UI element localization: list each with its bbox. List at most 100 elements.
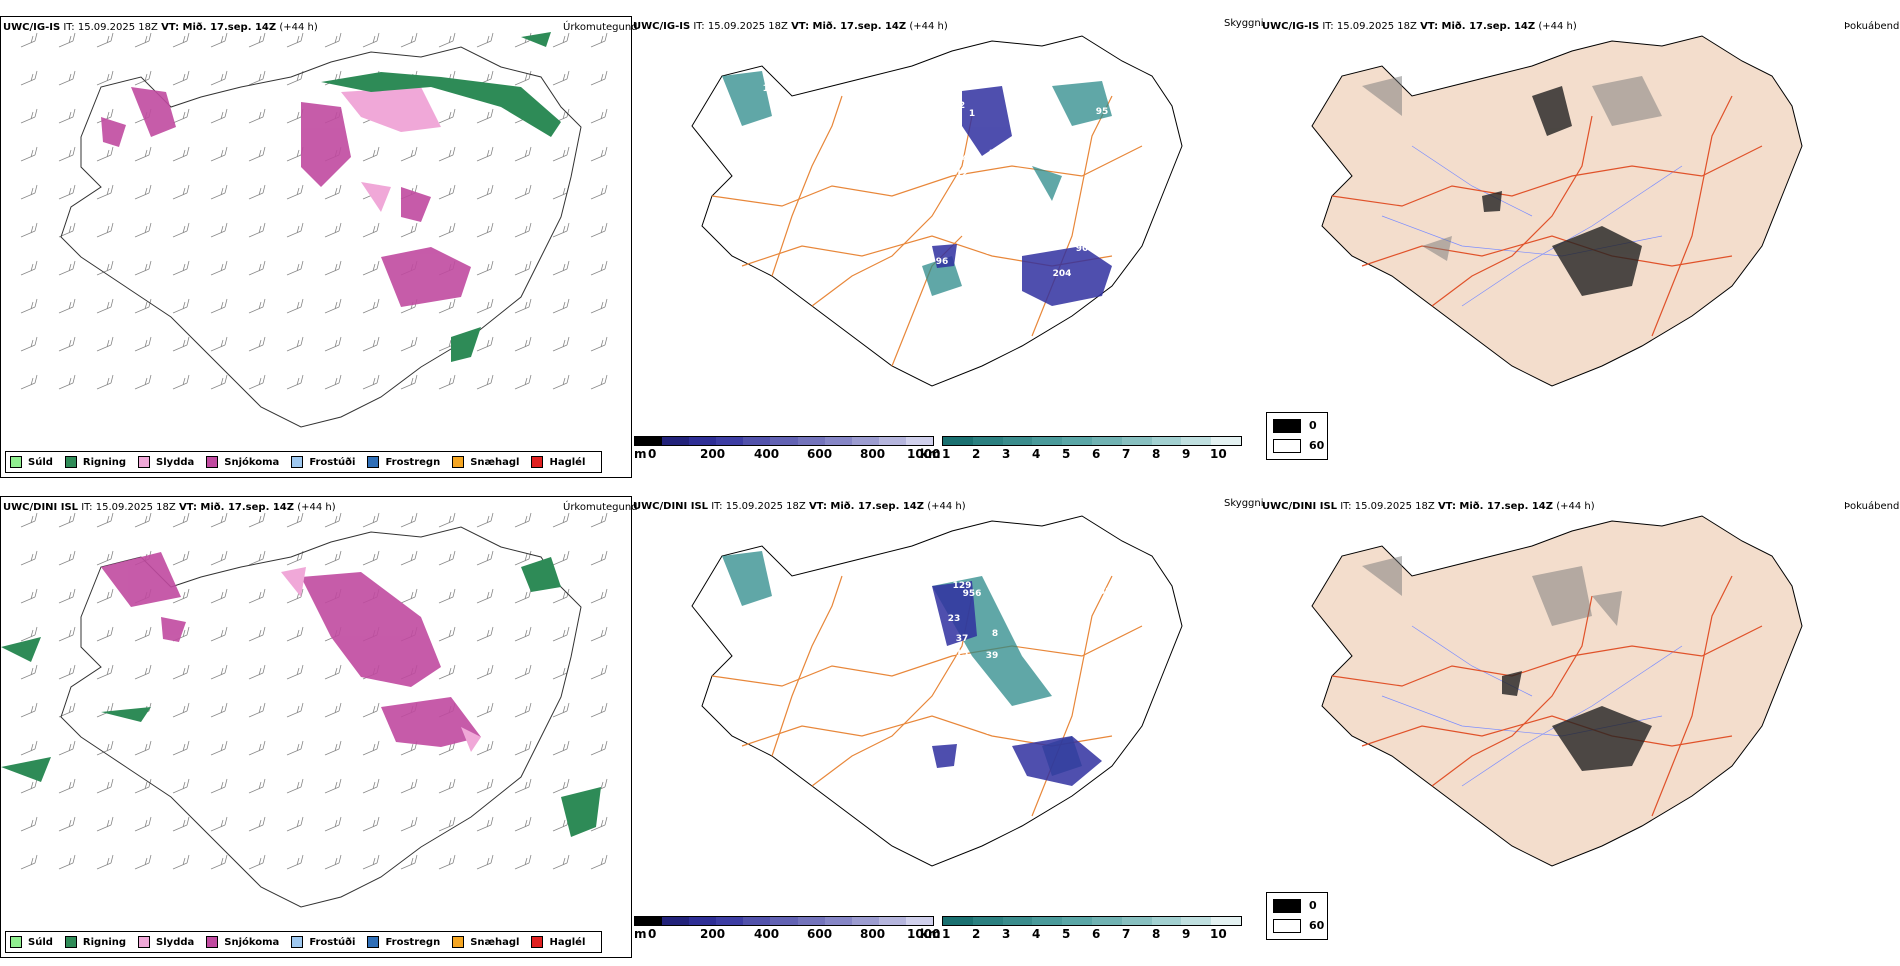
wind-barb [286, 664, 304, 680]
visibility-label: 14 [956, 154, 969, 164]
wind-barb [248, 854, 266, 870]
wind-barb [248, 588, 266, 604]
wind-barb [400, 222, 418, 238]
precip-map [1, 512, 608, 908]
wind-barb [552, 374, 570, 390]
visibility-label: 70 [936, 737, 949, 747]
wind-barb [96, 374, 114, 390]
wind-barb [20, 550, 38, 566]
wind-barb [58, 108, 76, 124]
wind-barb [210, 626, 228, 642]
visibility-label: 956 [963, 589, 982, 599]
fog-panel-1: UWC/IG-IS IT: 15.09.2025 18Z VT: Mið. 17… [1262, 16, 1900, 486]
visibility-label: 188 [763, 84, 782, 94]
wind-barb [362, 298, 380, 314]
wind-barb [476, 108, 494, 124]
wind-barb [172, 778, 190, 794]
wind-barb [552, 626, 570, 642]
wind-barb [20, 32, 38, 48]
wind-barb [362, 702, 380, 718]
wind-barb [476, 32, 494, 48]
wind-barb [134, 222, 152, 238]
wind-barb [210, 298, 228, 314]
wind-barb [552, 664, 570, 680]
wind-barb [210, 854, 228, 870]
wind-barb [172, 374, 190, 390]
wind-barb [400, 550, 418, 566]
wind-barb [400, 32, 418, 48]
wind-barb [210, 664, 228, 680]
wind-barb [286, 854, 304, 870]
wind-barb [590, 512, 608, 528]
wind-barb [134, 778, 152, 794]
wind-barb [476, 550, 494, 566]
fog-legend: 0 60 [1266, 412, 1328, 460]
wind-barb [324, 260, 342, 276]
fog-panel-2: UWC/DINI ISL IT: 15.09.2025 18Z VT: Mið.… [1262, 496, 1900, 966]
wind-barb [476, 512, 494, 528]
wind-barb [286, 108, 304, 124]
wind-barb [590, 298, 608, 314]
precip-type-panel-2: UWC/DINI ISL IT: 15.09.2025 18Z VT: Mið.… [0, 496, 638, 958]
wind-barb [438, 32, 456, 48]
wind-barb [324, 664, 342, 680]
wind-barb [20, 664, 38, 680]
wind-barb [514, 298, 532, 314]
visibility-label: 39 [986, 651, 999, 661]
wind-barb [210, 374, 228, 390]
wind-barb [514, 740, 532, 756]
wind-barb [438, 222, 456, 238]
distance-colorbar: km 1 2 3 4 5 6 7 8 9 10 [920, 436, 1242, 472]
wind-barb [590, 374, 608, 390]
wind-barb [476, 740, 494, 756]
panel-title: Þokuábendi [1844, 501, 1900, 512]
wind-barb [552, 702, 570, 718]
visibility-label: 96 [936, 257, 949, 267]
wind-barb [96, 664, 114, 680]
wind-barb [58, 70, 76, 86]
wind-barb [58, 298, 76, 314]
wind-barb [362, 260, 380, 276]
wind-barb [58, 778, 76, 794]
wind-barb [476, 184, 494, 200]
wind-barb [210, 108, 228, 124]
wind-barb [96, 184, 114, 200]
wind-barb [172, 222, 190, 238]
wind-barb [362, 854, 380, 870]
wind-barb [514, 702, 532, 718]
wind-barb [248, 146, 266, 162]
wind-barb [400, 778, 418, 794]
visibility-label: 27 [766, 564, 779, 574]
wind-barb [210, 740, 228, 756]
wind-barb [96, 588, 114, 604]
wind-barb [248, 336, 266, 352]
wind-barb [590, 222, 608, 238]
wind-barb [172, 550, 190, 566]
wind-barb [286, 222, 304, 238]
wind-barb [58, 146, 76, 162]
wind-barb [248, 778, 266, 794]
wind-barb [590, 626, 608, 642]
wind-barb [438, 854, 456, 870]
wind-barb [20, 702, 38, 718]
wind-barb [438, 816, 456, 832]
wind-barb [438, 374, 456, 390]
wind-barb [514, 778, 532, 794]
wind-barb [286, 626, 304, 642]
wind-barb [58, 550, 76, 566]
wind-barb [476, 298, 494, 314]
wind-barb [476, 702, 494, 718]
wind-barb [286, 778, 304, 794]
fog-legend: 0 60 [1266, 892, 1328, 940]
precip-legend: Súld Rigning Slydda Snjókoma Frostúði Fr… [5, 451, 603, 473]
wind-barb [324, 740, 342, 756]
wind-barb [286, 146, 304, 162]
wind-barb [248, 222, 266, 238]
wind-barb [20, 298, 38, 314]
wind-barb [590, 336, 608, 352]
wind-barb [514, 854, 532, 870]
visibility-label: 23 [948, 614, 961, 624]
panel-title: Þokuábendi [1844, 21, 1900, 32]
wind-barb [286, 32, 304, 48]
wind-barb [552, 778, 570, 794]
